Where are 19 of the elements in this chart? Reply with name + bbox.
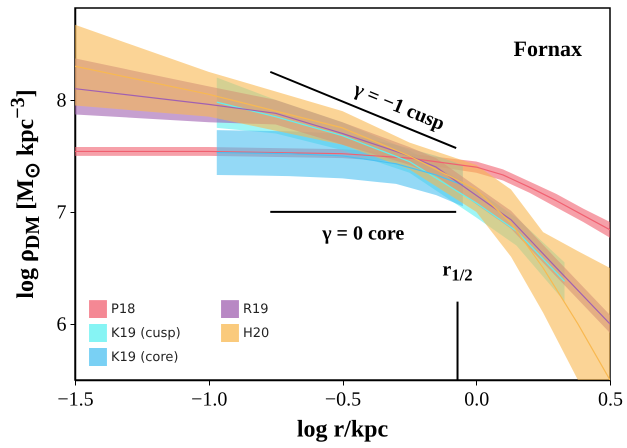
legend-label: H20 bbox=[243, 326, 270, 341]
legend-label: P18 bbox=[111, 302, 136, 318]
line-series bbox=[216, 152, 464, 186]
x-tick-label: 0.5 bbox=[598, 388, 623, 410]
x-tick-label: −1.5 bbox=[57, 388, 94, 410]
legend-label: K19 (core) bbox=[111, 350, 179, 365]
x-tick-label: 0.0 bbox=[464, 388, 490, 410]
annotation: γ = −1 cusp bbox=[350, 78, 448, 136]
annotation: γ = 0 core bbox=[322, 222, 404, 246]
x-tick-label: −0.5 bbox=[324, 388, 362, 410]
annotation: r$_{1/2}$ bbox=[442, 258, 473, 286]
annotation: Fornax bbox=[514, 36, 582, 62]
y-tick-label: 6 bbox=[56, 313, 66, 336]
y-tick-label: 8 bbox=[56, 89, 66, 112]
legend-label: K19 (cusp) bbox=[111, 326, 181, 341]
x-axis-title: log r/kpc bbox=[296, 416, 388, 444]
x-tick-label: −1.0 bbox=[191, 388, 228, 410]
legend-label: R19 bbox=[243, 302, 269, 318]
y-tick-label: 7 bbox=[56, 201, 66, 224]
